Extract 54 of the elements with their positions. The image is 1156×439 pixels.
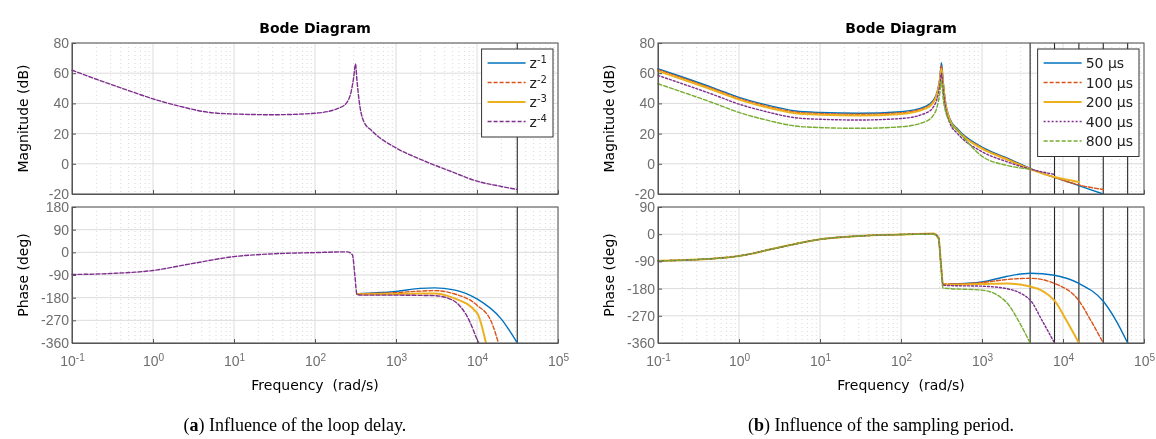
y-tick-label: 60: [53, 65, 70, 82]
x-tick-label: 10$^{1}$: [223, 351, 246, 369]
chart-title: Bode Diagram: [259, 20, 371, 36]
legend-label: 200 µs: [1085, 94, 1133, 110]
y-tick-label: 0: [647, 226, 656, 243]
x-tick-label: 10$^{3}$: [385, 351, 408, 369]
x-tick-label: 10$^{0}$: [728, 351, 751, 369]
x-tick-label: 10$^{2}$: [890, 351, 913, 369]
y-tick-label: 0: [61, 155, 70, 172]
legend-label: 50 µs: [1085, 55, 1125, 71]
x-tick-label: 10$^{4}$: [1052, 351, 1075, 369]
y-tick-label: 0: [61, 244, 70, 261]
y-tick-label: -90: [48, 266, 70, 283]
legend-label: z$^{-4}$: [529, 112, 547, 130]
legend-label: 800 µs: [1085, 133, 1133, 149]
legend-label: 400 µs: [1085, 113, 1133, 130]
y-tick-label: 0: [647, 155, 656, 172]
x-tick-label: 10$^{5}$: [1133, 351, 1156, 369]
x-tick-label: 10$^{0}$: [142, 351, 165, 369]
y-tick-label: 20: [53, 125, 70, 142]
y-tick-label: -90: [634, 253, 656, 270]
y-tick-label: 40: [639, 95, 656, 112]
legend-label: z$^{-2}$: [529, 73, 547, 91]
y-tick-label: 80: [639, 34, 656, 51]
y-tick-label: 90: [53, 221, 70, 238]
text: (b) Influence of the sampling period.: [748, 415, 1014, 436]
chart-title: Bode Diagram: [845, 20, 957, 36]
legend-label: z$^{-3}$: [529, 92, 547, 110]
legend-label: z$^{-1}$: [529, 53, 547, 71]
y-axis-title: Magnitude (dB): [601, 64, 617, 173]
x-tick-label: 10$^{-1}$: [60, 351, 86, 369]
y-tick-label: -360: [40, 334, 70, 351]
x-tick-label: 10$^{1}$: [809, 351, 832, 369]
y-axis-title: Phase (deg): [601, 233, 617, 317]
y-axis-title: Magnitude (dB): [15, 64, 31, 173]
y-tick-label: 20: [639, 125, 656, 142]
y-axis-title: Phase (deg): [15, 233, 31, 317]
y-tick-label: -270: [40, 312, 70, 329]
legend-label: 100 µs: [1085, 74, 1133, 91]
y-tick-label: -270: [626, 307, 656, 324]
y-tick-label: -360: [626, 334, 656, 351]
x-tick-label: 10$^{-1}$: [646, 351, 672, 369]
x-tick-label: 10$^{2}$: [304, 351, 327, 369]
x-tick-label: 10$^{5}$: [547, 351, 570, 369]
text: (a) Influence of the loop delay.: [183, 415, 407, 436]
y-tick-label: -180: [626, 280, 656, 297]
x-axis-title: Frequency (rad/s): [837, 377, 965, 393]
y-tick-label: -180: [40, 289, 70, 306]
y-tick-label: 80: [53, 34, 70, 51]
y-tick-label: 60: [639, 65, 656, 82]
y-tick-label: 40: [53, 95, 70, 112]
x-tick-label: 10$^{3}$: [971, 351, 994, 369]
x-tick-label: 10$^{4}$: [466, 351, 489, 369]
x-axis-title: Frequency (rad/s): [251, 377, 379, 393]
